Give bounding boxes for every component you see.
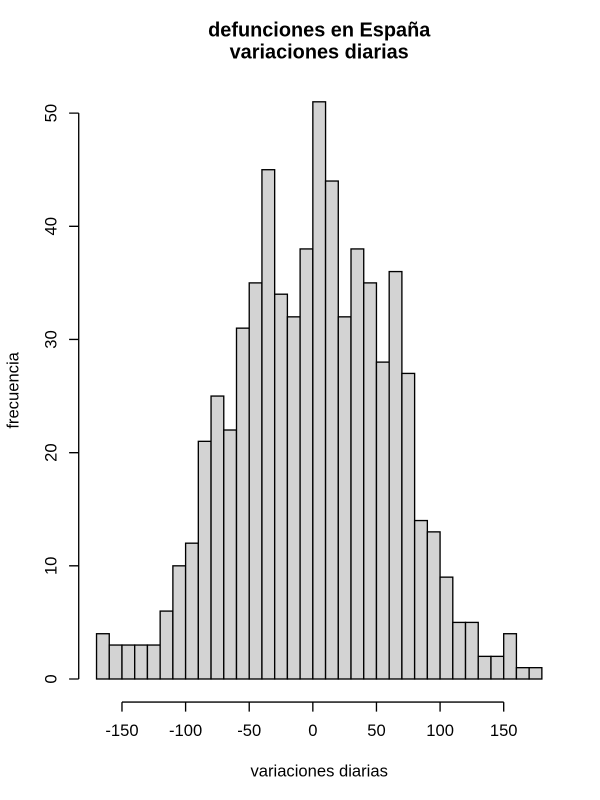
svg-text:variaciones diarias: variaciones diarias — [250, 762, 387, 781]
svg-text:-100: -100 — [169, 721, 202, 740]
svg-text:30: 30 — [42, 330, 61, 348]
svg-text:10: 10 — [42, 557, 61, 575]
svg-text:variaciones diarias: variaciones diarias — [230, 41, 409, 63]
svg-text:defunciones en España: defunciones en España — [208, 20, 431, 42]
svg-text:40: 40 — [42, 217, 61, 235]
svg-text:-150: -150 — [105, 721, 138, 740]
svg-text:50: 50 — [42, 104, 61, 122]
svg-text:20: 20 — [42, 443, 61, 461]
svg-text:150: 150 — [490, 721, 518, 740]
svg-text:0: 0 — [42, 674, 61, 683]
svg-text:50: 50 — [367, 721, 385, 740]
svg-text:frecuencia: frecuencia — [3, 351, 22, 428]
svg-text:0: 0 — [308, 721, 317, 740]
svg-text:-50: -50 — [237, 721, 261, 740]
svg-text:100: 100 — [426, 721, 454, 740]
